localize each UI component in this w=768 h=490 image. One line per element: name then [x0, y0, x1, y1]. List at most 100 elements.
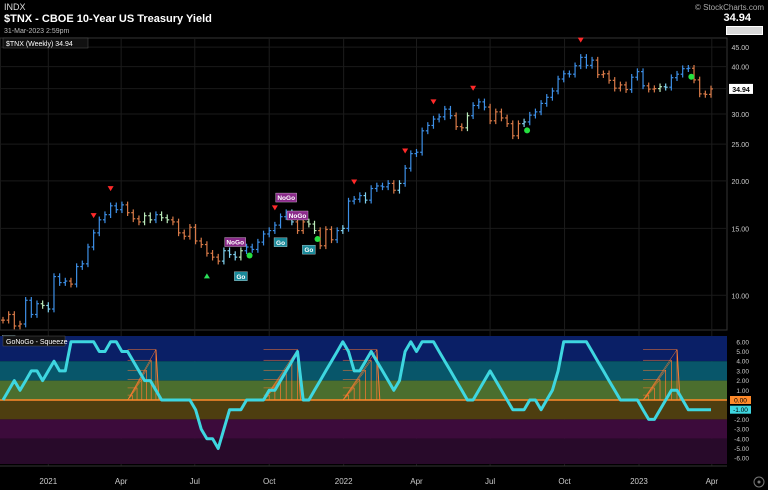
- price-bar: [516, 120, 521, 140]
- signal-down-triangle: [470, 85, 477, 91]
- price-bar: [233, 251, 238, 261]
- price-bar: [601, 70, 606, 78]
- price-bar: [590, 56, 595, 69]
- price-bar: [578, 54, 583, 70]
- signal-green-dot: [524, 127, 531, 134]
- price-bar: [329, 226, 334, 244]
- price-bar: [261, 230, 266, 246]
- price-bar: [607, 70, 612, 84]
- price-bar: [295, 218, 300, 234]
- price-bar: [680, 65, 685, 78]
- price-bar: [391, 180, 396, 194]
- exchange-label: INDX: [4, 2, 26, 12]
- price-bar: [646, 82, 651, 93]
- price-panel-frame: [0, 37, 728, 331]
- price-bar: [34, 300, 39, 318]
- svg-text:Go: Go: [304, 247, 313, 254]
- price-bar: [550, 87, 555, 101]
- go-tag: Go: [234, 271, 248, 281]
- oscillator-line: [1, 340, 711, 450]
- squeeze-pattern: [342, 349, 381, 401]
- price-tick-label: 40.00: [731, 65, 749, 72]
- price-bar: [108, 202, 113, 219]
- signal-green-dot: [688, 73, 695, 80]
- price-bar: [244, 243, 249, 255]
- x-tick-label: 2021: [39, 477, 57, 486]
- nogo-tag: NoGo: [224, 237, 246, 247]
- price-bar: [68, 277, 73, 288]
- price-bar: [312, 220, 317, 234]
- oscillator-tick-label: -3.00: [734, 427, 749, 434]
- squeeze-pattern: [642, 349, 681, 401]
- svg-text:Go: Go: [276, 240, 285, 247]
- price-bar: [301, 218, 306, 234]
- x-tick-label: Apr: [410, 477, 423, 486]
- price-bar: [182, 229, 187, 240]
- price-bars: [1, 54, 713, 330]
- signal-down-triangle: [107, 186, 114, 192]
- oscillator-band: [0, 400, 727, 420]
- price-bar: [448, 105, 453, 120]
- price-bar: [488, 103, 493, 125]
- price-bar: [153, 211, 158, 224]
- oscillator-tick-label: -6.00: [734, 456, 749, 463]
- price-bar: [74, 263, 79, 288]
- price-tick-label: 30.00: [731, 112, 749, 119]
- price-bar: [63, 277, 68, 286]
- price-bar: [114, 202, 119, 214]
- oscillator-tick-label: 2.00: [736, 378, 749, 385]
- price-bar: [709, 85, 713, 98]
- price-bar: [85, 243, 90, 268]
- squeeze-patterns: [127, 349, 681, 401]
- price-axis: 45.0040.0035.0030.0025.0020.0015.0010.00…: [729, 45, 753, 300]
- signal-down-triangle: [402, 148, 409, 154]
- price-bar: [227, 247, 232, 258]
- x-tick-label: Apr: [115, 477, 128, 486]
- price-tick-label: 25.00: [731, 142, 749, 149]
- price-bar: [612, 77, 617, 92]
- price-bar: [210, 249, 215, 261]
- chart-title: $TNX - CBOE 10-Year US Treasury Yield: [4, 13, 212, 25]
- price-bar: [46, 302, 51, 313]
- price-bar: [561, 70, 566, 83]
- header-last-value: 34.94: [723, 12, 751, 24]
- price-bar: [482, 98, 487, 111]
- price-bar: [80, 260, 85, 270]
- oscillator-tick-label: 3.00: [736, 368, 749, 375]
- settings-icon[interactable]: [753, 476, 765, 488]
- price-bar: [556, 75, 561, 95]
- price-bar: [476, 98, 481, 109]
- price-bar: [669, 74, 674, 91]
- price-bar: [652, 85, 657, 93]
- price-bar: [380, 182, 385, 191]
- price-bar: [663, 83, 668, 91]
- price-bar: [493, 108, 498, 125]
- price-bar: [221, 247, 226, 265]
- price-bar: [199, 237, 204, 248]
- price-last-value: 34.94: [732, 87, 750, 94]
- price-bar: [357, 192, 362, 203]
- price-bar: [471, 102, 476, 120]
- oscillator-legend: GoNoGo - Squeeze: [6, 339, 68, 346]
- price-bar: [352, 195, 357, 205]
- x-tick-label: Jul: [190, 477, 200, 486]
- price-signals: [90, 37, 695, 279]
- x-tick-label: Oct: [558, 477, 571, 486]
- price-bar: [442, 105, 447, 121]
- watermark: © StockCharts.com: [695, 3, 764, 12]
- price-bar: [686, 64, 691, 73]
- price-bar: [97, 216, 102, 237]
- signal-down-triangle: [271, 205, 278, 211]
- price-bar: [102, 211, 107, 224]
- price-bar: [703, 90, 708, 98]
- price-bar: [641, 68, 646, 90]
- nogo-tag: NoGo: [286, 210, 309, 221]
- price-bar: [136, 215, 141, 226]
- oscillator-tick-label: -5.00: [734, 446, 749, 453]
- svg-text:NoGo: NoGo: [277, 195, 295, 202]
- price-legend: $TNX (Weekly) 34.94: [6, 41, 73, 48]
- price-bar: [675, 70, 680, 82]
- oscillator-band: [0, 336, 727, 362]
- price-bar: [216, 253, 221, 265]
